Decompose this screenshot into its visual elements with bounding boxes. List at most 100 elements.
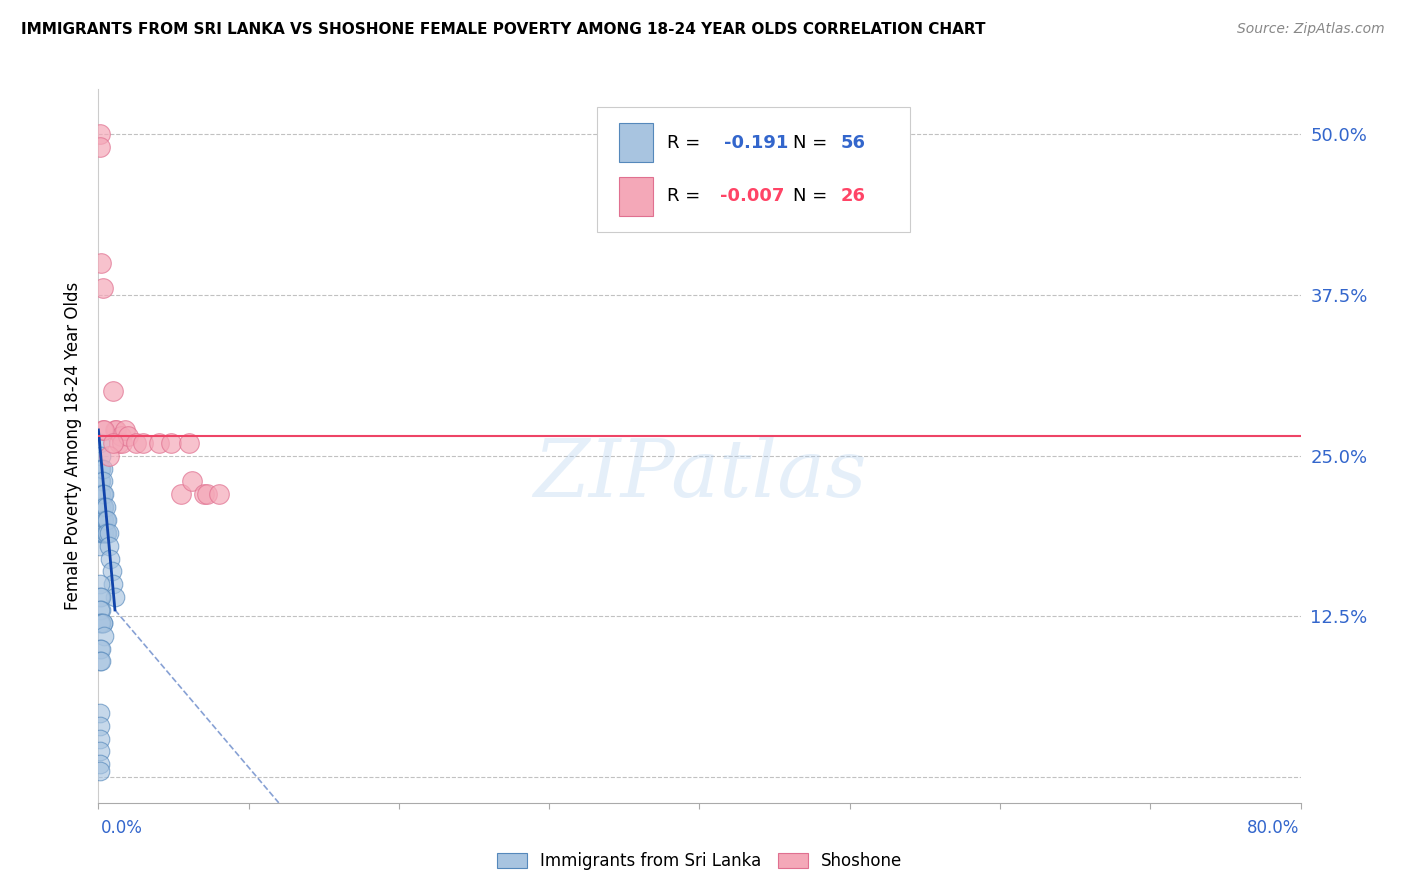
Point [91, 500, 114, 514]
Point [89, 615, 111, 630]
Point [89, 719, 111, 733]
Text: 56: 56 [841, 134, 865, 152]
Point [89, 513, 111, 527]
Point [89, 641, 111, 656]
Point [117, 429, 139, 443]
Text: N =: N = [793, 187, 834, 205]
Point [110, 429, 132, 443]
Point [103, 577, 125, 591]
Text: -0.191: -0.191 [724, 134, 787, 152]
Point [89, 731, 111, 746]
Point [89, 435, 111, 450]
Point [89, 706, 111, 720]
Point [91, 487, 114, 501]
Point [91, 615, 114, 630]
Text: N =: N = [793, 134, 834, 152]
Y-axis label: Female Poverty Among 18-24 Year Olds: Female Poverty Among 18-24 Year Olds [65, 282, 83, 610]
Point [90, 641, 112, 656]
Text: 80.0%: 80.0% [1247, 819, 1299, 837]
Point [93, 487, 115, 501]
Point [91, 423, 114, 437]
Legend: Immigrants from Sri Lanka, Shoshone: Immigrants from Sri Lanka, Shoshone [489, 846, 910, 877]
FancyBboxPatch shape [619, 123, 652, 162]
Point [177, 435, 200, 450]
Point [90, 603, 112, 617]
Point [90, 590, 112, 604]
Point [89, 744, 111, 758]
Point [125, 435, 148, 450]
Point [103, 384, 125, 399]
Point [90, 461, 112, 475]
Point [90, 500, 112, 514]
Point [89, 487, 111, 501]
FancyBboxPatch shape [598, 107, 910, 232]
Point [89, 140, 111, 154]
Point [91, 513, 114, 527]
Point [132, 435, 155, 450]
Text: ZIPatlas: ZIPatlas [533, 436, 866, 513]
Point [91, 281, 114, 295]
Point [96, 513, 118, 527]
FancyBboxPatch shape [619, 177, 652, 216]
Point [89, 461, 111, 475]
Point [148, 435, 170, 450]
Point [90, 525, 112, 540]
Point [93, 500, 115, 514]
Point [114, 423, 136, 437]
Text: Source: ZipAtlas.com: Source: ZipAtlas.com [1237, 22, 1385, 37]
Point [89, 539, 111, 553]
Point [91, 615, 114, 630]
Point [94, 500, 117, 514]
Point [93, 423, 115, 437]
Point [97, 525, 120, 540]
Text: 26: 26 [841, 187, 865, 205]
Point [89, 577, 111, 591]
Point [93, 525, 115, 540]
Point [90, 513, 112, 527]
Point [89, 764, 111, 778]
Point [94, 525, 117, 540]
Point [170, 487, 193, 501]
Point [89, 127, 111, 141]
Point [89, 525, 111, 540]
Point [89, 475, 111, 489]
Point [91, 461, 114, 475]
Point [105, 423, 128, 437]
Point [90, 487, 112, 501]
Text: R =: R = [666, 187, 706, 205]
Point [91, 475, 114, 489]
Point [97, 449, 120, 463]
Point [90, 615, 112, 630]
Point [94, 513, 117, 527]
Point [91, 525, 114, 540]
Point [100, 551, 122, 566]
Point [208, 487, 231, 501]
Point [96, 525, 118, 540]
Point [89, 757, 111, 772]
Point [101, 565, 124, 579]
Text: 0.0%: 0.0% [101, 819, 143, 837]
Point [89, 500, 111, 514]
Text: -0.007: -0.007 [720, 187, 785, 205]
Point [97, 539, 120, 553]
Point [103, 435, 125, 450]
Point [89, 590, 111, 604]
Point [89, 654, 111, 668]
Point [104, 423, 127, 437]
Point [90, 654, 112, 668]
Point [104, 590, 127, 604]
Point [111, 435, 134, 450]
Text: R =: R = [666, 134, 706, 152]
Point [90, 256, 112, 270]
Point [108, 435, 131, 450]
Point [90, 475, 112, 489]
Point [89, 603, 111, 617]
Point [93, 629, 115, 643]
Point [159, 435, 181, 450]
Point [93, 513, 115, 527]
Text: IMMIGRANTS FROM SRI LANKA VS SHOSHONE FEMALE POVERTY AMONG 18-24 YEAR OLDS CORRE: IMMIGRANTS FROM SRI LANKA VS SHOSHONE FE… [21, 22, 986, 37]
Point [195, 487, 218, 501]
Point [193, 487, 215, 501]
Point [180, 475, 202, 489]
Point [90, 449, 112, 463]
